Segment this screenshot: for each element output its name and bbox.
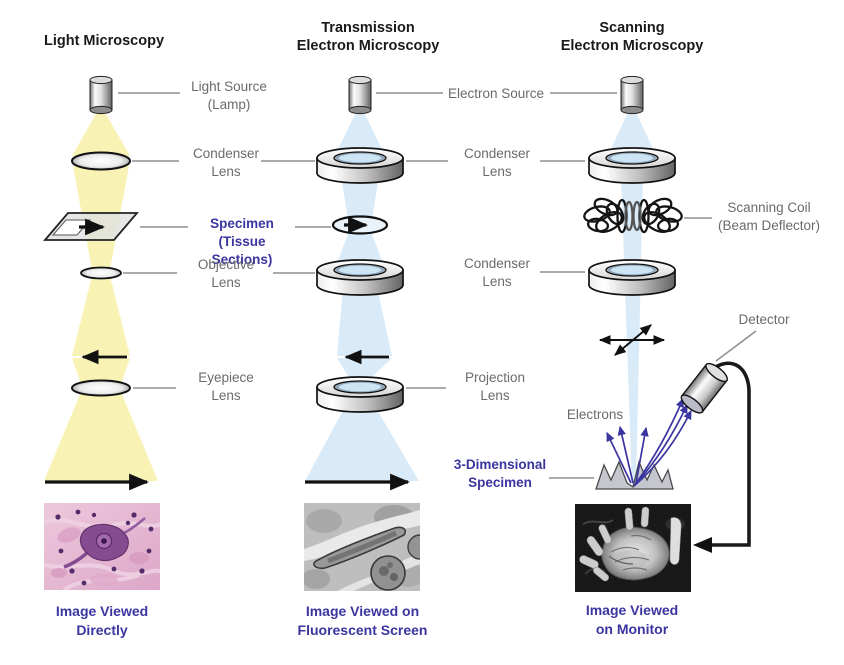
label-light-source: Light Source (Lamp)	[191, 79, 267, 112]
scan-arrows	[598, 324, 666, 356]
label-scanning-coil: Scanning Coil (Beam Deflector)	[717, 200, 821, 233]
specimen-tem	[331, 215, 389, 235]
label-condenser-lens-em1: Condenser Lens	[463, 146, 531, 179]
condenser-lens-tem	[316, 147, 404, 184]
caption-image-viewed-directly: Image Viewed Directly	[55, 603, 149, 638]
label-electrons: Electrons	[566, 407, 624, 422]
label-eyepiece-lens: Eyepiece Lens	[198, 370, 254, 403]
caption-image-viewed-fluorescent: Image Viewed on Fluorescent Screen	[297, 603, 428, 638]
label-objective-lens: Objective Lens	[197, 257, 255, 290]
objective-lens-tem	[316, 259, 404, 296]
eyepiece-lens	[71, 379, 131, 397]
caption-image-viewed-monitor: Image Viewed on Monitor	[585, 602, 679, 637]
title-tem: Transmission Electron Microscopy	[296, 20, 440, 54]
specimen-slide	[43, 212, 139, 241]
electron-source-tem	[348, 75, 372, 115]
label-specimen-tissue-sections: Specimen (Tissue Sections)	[210, 216, 274, 267]
condenser-lens-lm	[71, 151, 131, 171]
title-sem: Scanning Electron Microscopy	[560, 20, 704, 54]
detector-cable	[712, 361, 751, 547]
objective-lens-lm	[80, 266, 122, 280]
tem-micrograph	[304, 503, 420, 591]
lamp	[89, 75, 113, 115]
detector-device	[680, 362, 729, 414]
label-3d-specimen: 3-Dimensional Specimen	[453, 457, 547, 490]
condenser-lens-sem-1	[588, 147, 676, 184]
label-condenser-lens-lm: Condenser Lens	[192, 146, 260, 179]
cable-arrowhead	[693, 537, 712, 553]
sem-micrograph	[575, 504, 691, 592]
title-light-microscopy: Light Microscopy	[34, 32, 174, 50]
label-condenser-lens-em2: Condenser Lens	[463, 256, 531, 289]
scanning-coil	[583, 197, 683, 234]
electron-source-sem	[620, 75, 644, 115]
label-detector: Detector	[738, 312, 790, 327]
title-light-line: Light Microscopy	[43, 33, 165, 49]
leader-lines	[118, 92, 757, 479]
condenser-lens-sem-2	[588, 259, 676, 296]
label-projection-lens: Projection Lens	[464, 370, 526, 403]
electron-arrows	[606, 397, 692, 487]
label-electron-source: Electron Source	[447, 86, 545, 101]
projection-lens-tem	[316, 376, 404, 413]
lm-micrograph	[44, 503, 160, 590]
